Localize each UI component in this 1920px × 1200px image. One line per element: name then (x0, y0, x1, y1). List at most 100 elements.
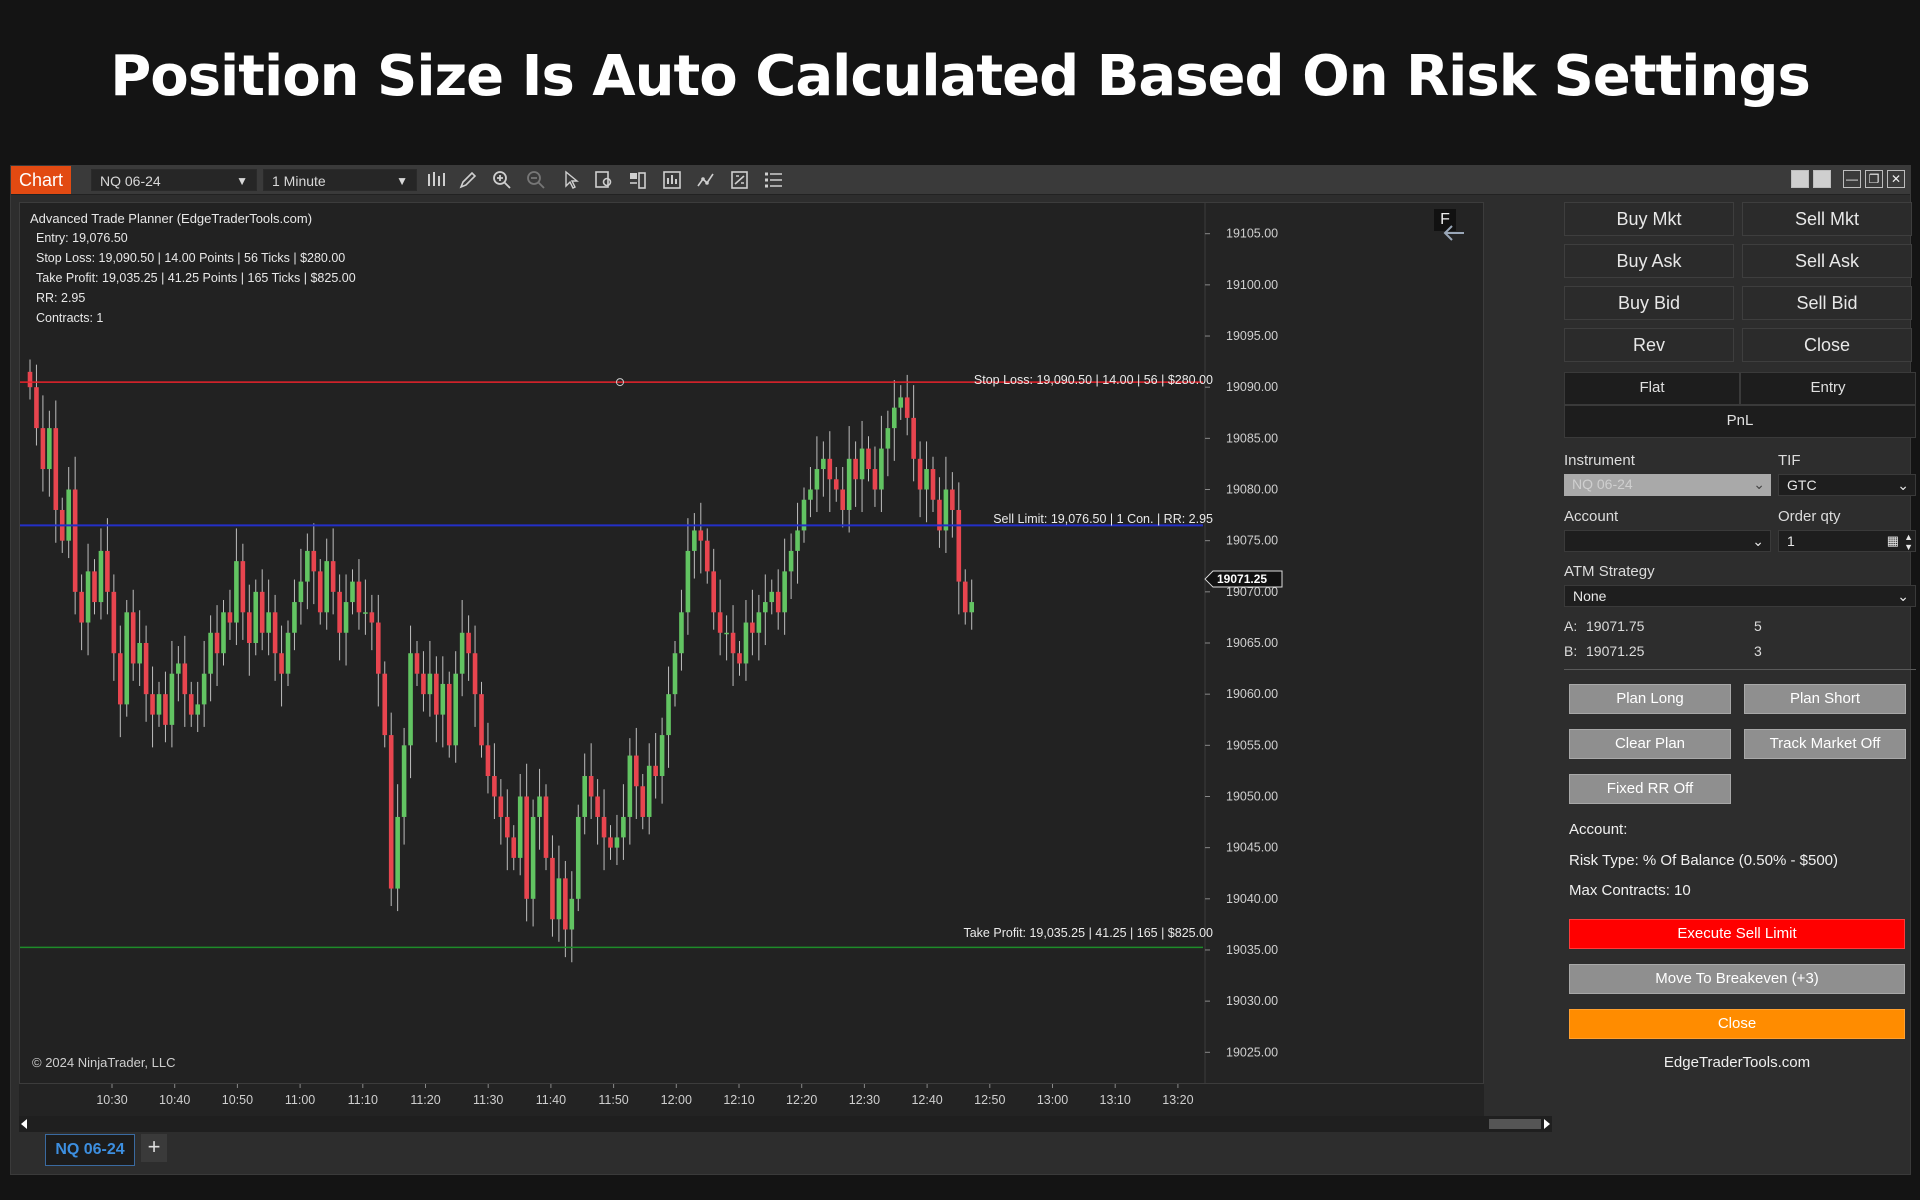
close-position-button[interactable]: Close (1742, 328, 1912, 362)
close-plan-button[interactable]: Close (1569, 1009, 1905, 1039)
candle-body (950, 489, 955, 510)
candle-body (685, 550, 691, 613)
sell-ask-button[interactable]: Sell Ask (1742, 244, 1912, 278)
candle-body (124, 612, 130, 705)
execute-sell-limit-button[interactable]: Execute Sell Limit (1569, 919, 1905, 949)
calculator-icon[interactable]: ▦ (1886, 533, 1899, 548)
candle-body (569, 898, 575, 930)
y-tick-label: 19065.00 (1226, 636, 1278, 650)
candle-body (98, 550, 104, 603)
bar-type-icon[interactable] (425, 170, 447, 190)
candle-body (150, 694, 155, 715)
candle-body (833, 479, 839, 490)
candle-body (292, 602, 297, 633)
layout-icon[interactable] (1791, 170, 1809, 188)
buy-bid-button[interactable]: Buy Bid (1564, 286, 1734, 320)
pointer-icon[interactable] (559, 170, 581, 190)
tif-select[interactable]: GTC ⌄ (1778, 474, 1916, 496)
chart-trader-icon[interactable] (627, 170, 649, 190)
planner-target: Take Profit: 19,035.25 | 41.25 Points | … (36, 271, 356, 285)
candle-body (750, 622, 755, 633)
candle-body (646, 765, 652, 817)
candle-body (814, 469, 820, 490)
minimize-icon[interactable]: — (1843, 170, 1861, 188)
scroll-right-icon[interactable] (1544, 1119, 1550, 1129)
site-link[interactable]: EdgeTraderTools.com (1663, 1054, 1811, 1071)
scroll-thumb[interactable] (1489, 1119, 1541, 1129)
scrollbar-track[interactable] (19, 1116, 1552, 1132)
chart-tab[interactable]: Chart (11, 166, 71, 194)
buy-mkt-button[interactable]: Buy Mkt (1564, 202, 1734, 236)
candle-body (156, 694, 162, 715)
ask-label: A: (1564, 618, 1578, 634)
instrument-field[interactable]: NQ 06-24 ⌄ (1564, 474, 1771, 496)
candle-body (337, 591, 342, 633)
strategies-icon[interactable] (695, 170, 717, 190)
arrow-left-icon[interactable] (1440, 223, 1468, 243)
layout-alt-icon[interactable] (1813, 170, 1831, 188)
properties-icon[interactable] (729, 170, 751, 190)
horizontal-scrollbar[interactable] (19, 1116, 1552, 1132)
candle-body (40, 428, 46, 470)
candle-body (169, 673, 175, 725)
track-market-button[interactable]: Track Market Off (1744, 729, 1906, 759)
candle-body (621, 816, 626, 838)
reverse-button[interactable]: Rev (1564, 328, 1734, 362)
candle-body (711, 571, 716, 613)
account-select[interactable]: ⌄ (1564, 530, 1771, 552)
chevron-down-icon: ▼ (236, 174, 248, 188)
y-tick-label: 19045.00 (1226, 841, 1278, 855)
plan-short-button[interactable]: Plan Short (1744, 684, 1906, 714)
position-flat: Flat (1564, 372, 1740, 405)
candle-body (376, 622, 381, 674)
candle-body (821, 458, 826, 470)
zoom-in-icon[interactable] (491, 170, 513, 190)
candle-body (408, 653, 413, 746)
instrument-tab[interactable]: NQ 06-24 (45, 1134, 135, 1166)
instrument-field-value: NQ 06-24 (1572, 476, 1633, 492)
draw-pencil-icon[interactable] (457, 170, 479, 190)
chart-canvas[interactable]: 19105.00 19100.00 19095.00 19090.00 19085.00… (20, 203, 1483, 1083)
plan-long-button[interactable]: Plan Long (1569, 684, 1731, 714)
candle-body (298, 581, 304, 603)
indicators-icon[interactable] (661, 170, 683, 190)
x-tick-label: 12:30 (849, 1093, 880, 1107)
candle-body (137, 643, 142, 664)
sell-mkt-button[interactable]: Sell Mkt (1742, 202, 1912, 236)
candle-body (498, 796, 504, 817)
candle-body (208, 632, 213, 674)
move-to-breakeven-button[interactable]: Move To Breakeven (+3) (1569, 964, 1905, 994)
close-icon[interactable]: ✕ (1887, 170, 1905, 188)
templates-list-icon[interactable] (763, 170, 785, 190)
time-axis: 10:30 10:40 10:50 11:00 11:10 11:20 11:30 11:40… (19, 1084, 1484, 1116)
tif-label: TIF (1778, 452, 1801, 469)
scroll-left-icon[interactable] (21, 1119, 27, 1129)
candle-body (234, 561, 239, 623)
sell-bid-button[interactable]: Sell Bid (1742, 286, 1912, 320)
order-qty-stepper[interactable]: 1 ▦ ▲ ▼ (1778, 530, 1916, 552)
clear-plan-button[interactable]: Clear Plan (1569, 729, 1731, 759)
interval-selector[interactable]: 1 Minute ▼ (263, 169, 417, 191)
candle-body (775, 591, 781, 613)
instrument-selector[interactable]: NQ 06-24 ▼ (91, 169, 257, 191)
interval-selector-value: 1 Minute (272, 173, 326, 189)
y-tick-label: 19035.00 (1226, 943, 1278, 957)
fixed-rr-button[interactable]: Fixed RR Off (1569, 774, 1731, 804)
buy-ask-button[interactable]: Buy Ask (1564, 244, 1734, 278)
data-box-icon[interactable] (593, 170, 615, 190)
x-tick-label: 10:50 (222, 1093, 253, 1107)
candle-body (769, 591, 775, 603)
f-badge[interactable]: F (1434, 209, 1456, 231)
price-chart[interactable]: 19105.00 19100.00 19095.00 19090.00 19085.00… (19, 202, 1484, 1084)
add-tab-icon[interactable]: + (141, 1134, 167, 1162)
candle-body (163, 694, 168, 725)
restore-icon[interactable]: ❐ (1865, 170, 1883, 188)
zoom-out-icon[interactable] (525, 170, 547, 190)
chevron-down-icon: ⌄ (1752, 533, 1764, 549)
candle-body (543, 796, 549, 858)
position-entry: Entry (1740, 372, 1916, 405)
atm-strategy-select[interactable]: None ⌄ (1564, 585, 1916, 607)
spin-arrows-icon[interactable]: ▲ ▼ (1904, 532, 1913, 552)
y-tick-label: 19105.00 (1226, 227, 1278, 241)
y-tick-label: 19090.00 (1226, 380, 1278, 394)
